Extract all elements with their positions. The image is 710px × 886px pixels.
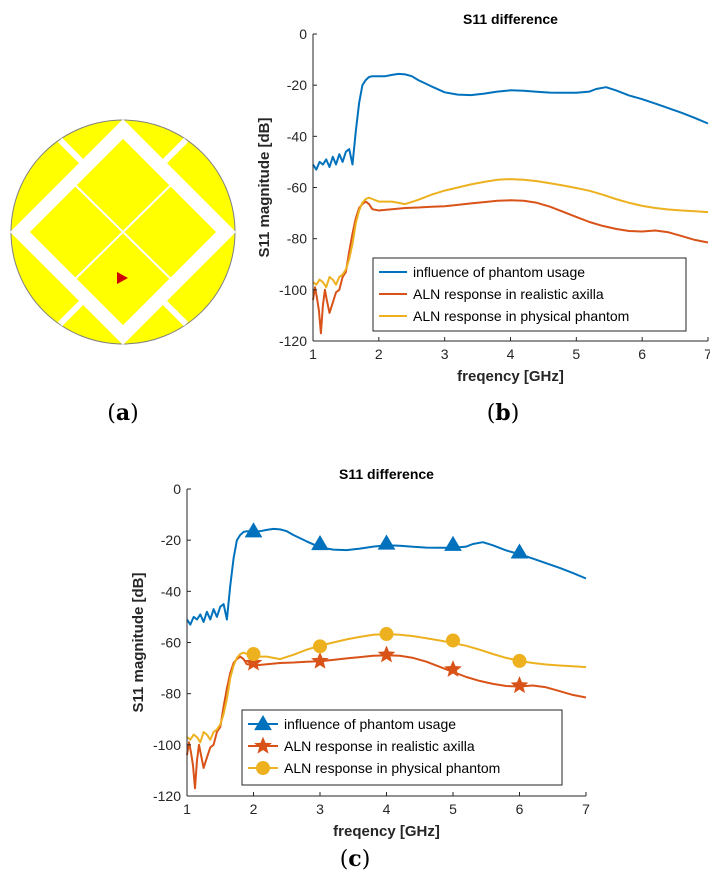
legend-label-1: influence of phantom usage <box>284 716 456 732</box>
series-3-marker <box>446 633 460 648</box>
chart-title: S11 difference <box>339 466 434 482</box>
series-3-marker <box>313 639 327 654</box>
y-tick-label: -20 <box>161 532 181 548</box>
y-axis-label: S11 magnitude [dB] <box>256 117 273 257</box>
x-tick-label: 3 <box>316 801 324 817</box>
stub-top-mid-left <box>57 137 89 169</box>
panel-a-label: (a) <box>107 400 138 426</box>
x-tick-label: 6 <box>638 346 646 362</box>
x-tick-label: 3 <box>441 346 449 362</box>
y-tick-label: 0 <box>173 481 181 497</box>
panel-b-label: (b) <box>487 400 520 426</box>
antenna-drawing <box>10 119 236 345</box>
x-tick-label: 5 <box>572 346 580 362</box>
x-tick-label: 7 <box>582 801 590 817</box>
chart-c: 1 2 3 4 5 6 7 0 -20 -40 -60 -80 -100 -120 S11 differen… <box>130 466 590 840</box>
x-tick-label: 4 <box>383 801 391 817</box>
y-tick-label: -80 <box>161 686 181 702</box>
x-axis-label: freqency [GHz] <box>457 368 564 385</box>
series-1-marker <box>311 535 329 551</box>
series-2-marker <box>311 651 329 669</box>
series-1-marker <box>377 534 396 550</box>
panel-c-label: (c) <box>340 846 371 872</box>
series-3-marker <box>379 627 394 642</box>
x-axis-label: freqency [GHz] <box>333 823 440 840</box>
x-tick-label: 2 <box>250 801 258 817</box>
legend-marker-1 <box>254 715 272 731</box>
series-2-marker <box>244 653 263 671</box>
y-tick-label: -80 <box>287 231 307 247</box>
series-1-marker <box>510 543 529 559</box>
legend-label-3: ALN response in physical phantom <box>413 308 629 324</box>
series-3-marker <box>512 653 527 668</box>
x-tick-label: 1 <box>183 801 191 817</box>
stub-bottom-right <box>171 255 201 287</box>
series-line-1 <box>186 527 587 626</box>
y-tick-label: -120 <box>279 333 307 349</box>
x-tick-label: 2 <box>375 346 383 362</box>
feed-point <box>117 272 128 284</box>
legend-label-2: ALN response in realistic axilla <box>413 286 604 302</box>
y-tick-label: -100 <box>153 737 181 753</box>
chart-title: S11 difference <box>463 11 558 27</box>
legend-label-3: ALN response in physical phantom <box>284 760 500 776</box>
stub-top-mid-right <box>157 137 189 169</box>
y-tick-label: -20 <box>287 77 307 93</box>
series-line-2 <box>186 654 587 790</box>
stub-bottom-left <box>45 255 75 287</box>
diagonal-slot-2 <box>69 179 177 285</box>
y-tick-label: -40 <box>287 128 307 144</box>
legend-box <box>241 709 563 786</box>
stub-bottom-mid-left <box>57 295 89 327</box>
legend-label-1: influence of phantom usage <box>413 264 585 280</box>
y-tick-label: 0 <box>299 26 307 42</box>
x-tick-label: 1 <box>309 346 317 362</box>
legend: influence of phantom usage ALN response i… <box>241 709 563 786</box>
y-tick-label: -60 <box>287 180 307 196</box>
series-line-2 <box>312 199 709 335</box>
stub-top-right <box>171 177 201 209</box>
chart-b: 1 2 3 4 5 6 7 0 -20 -40 -60 -80 -100 -120 S11 differen… <box>256 11 710 385</box>
x-tick-label: 6 <box>516 801 524 817</box>
antenna-slot-pattern <box>10 119 236 345</box>
legend-marker-2 <box>254 736 272 754</box>
series-line-1 <box>312 72 709 171</box>
series-1-marker <box>444 535 462 551</box>
x-tick-label: 4 <box>507 346 515 362</box>
series-3-marker <box>246 647 261 662</box>
series-line-3 <box>312 178 709 289</box>
x-tick-label: 5 <box>449 801 457 817</box>
series-2-marker <box>444 660 462 677</box>
stub-bottom-mid-right <box>157 295 189 327</box>
legend: influence of phantom usage ALN response i… <box>372 257 687 332</box>
stub-top-left <box>45 177 75 209</box>
legend-box <box>372 257 687 332</box>
y-tick-label: -100 <box>279 282 307 298</box>
legend-label-2: ALN response in realistic axilla <box>284 738 475 754</box>
series-line-3 <box>186 633 587 744</box>
series-2-marker <box>377 645 396 663</box>
y-tick-label: -40 <box>161 583 181 599</box>
y-tick-label: -60 <box>161 635 181 651</box>
series-1-marker <box>244 522 263 538</box>
legend-marker-3 <box>256 761 270 775</box>
series-2-marker <box>510 676 529 694</box>
y-tick-label: -120 <box>153 788 181 804</box>
y-axis-label: S11 magnitude [dB] <box>130 572 147 712</box>
x-tick-label: 7 <box>704 346 710 362</box>
